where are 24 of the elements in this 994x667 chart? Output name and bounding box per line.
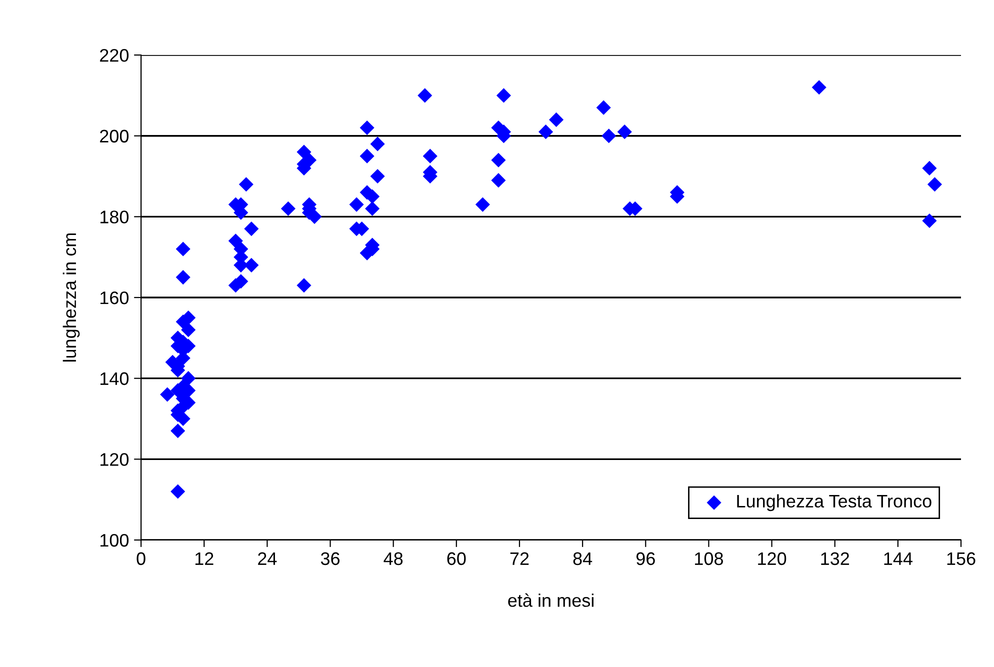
x-tick-label: 84 <box>573 552 592 566</box>
legend-label: Lunghezza Testa Tronco <box>737 494 932 512</box>
x-tick-label: 48 <box>384 552 403 566</box>
x-tick-label: 60 <box>447 552 466 566</box>
y-tick-label: 180 <box>100 210 129 224</box>
x-tick-label: 108 <box>695 552 723 566</box>
x-tick-label: 120 <box>758 552 786 566</box>
x-tick-label: 12 <box>195 552 214 565</box>
y-tick-label: 200 <box>100 130 129 143</box>
x-tick-label: 156 <box>947 552 976 566</box>
x-tick-label: 144 <box>884 552 912 565</box>
y-tick-label: 100 <box>100 534 129 547</box>
x-tick-label: 72 <box>510 552 529 565</box>
y-axis-title: lunghezza in cm <box>62 233 80 362</box>
x-tick-label: 0 <box>136 552 146 566</box>
y-tick-label: 160 <box>100 291 129 304</box>
x-tick-label: 24 <box>258 552 277 565</box>
x-tick-label: 132 <box>821 552 850 566</box>
y-tick-label: 120 <box>100 453 129 466</box>
x-tick-label: 96 <box>636 552 655 566</box>
y-tick-label: 220 <box>100 48 129 62</box>
x-axis-title: età in mesi <box>508 593 594 607</box>
y-tick-label: 140 <box>100 372 129 386</box>
x-tick-label: 36 <box>320 552 340 566</box>
